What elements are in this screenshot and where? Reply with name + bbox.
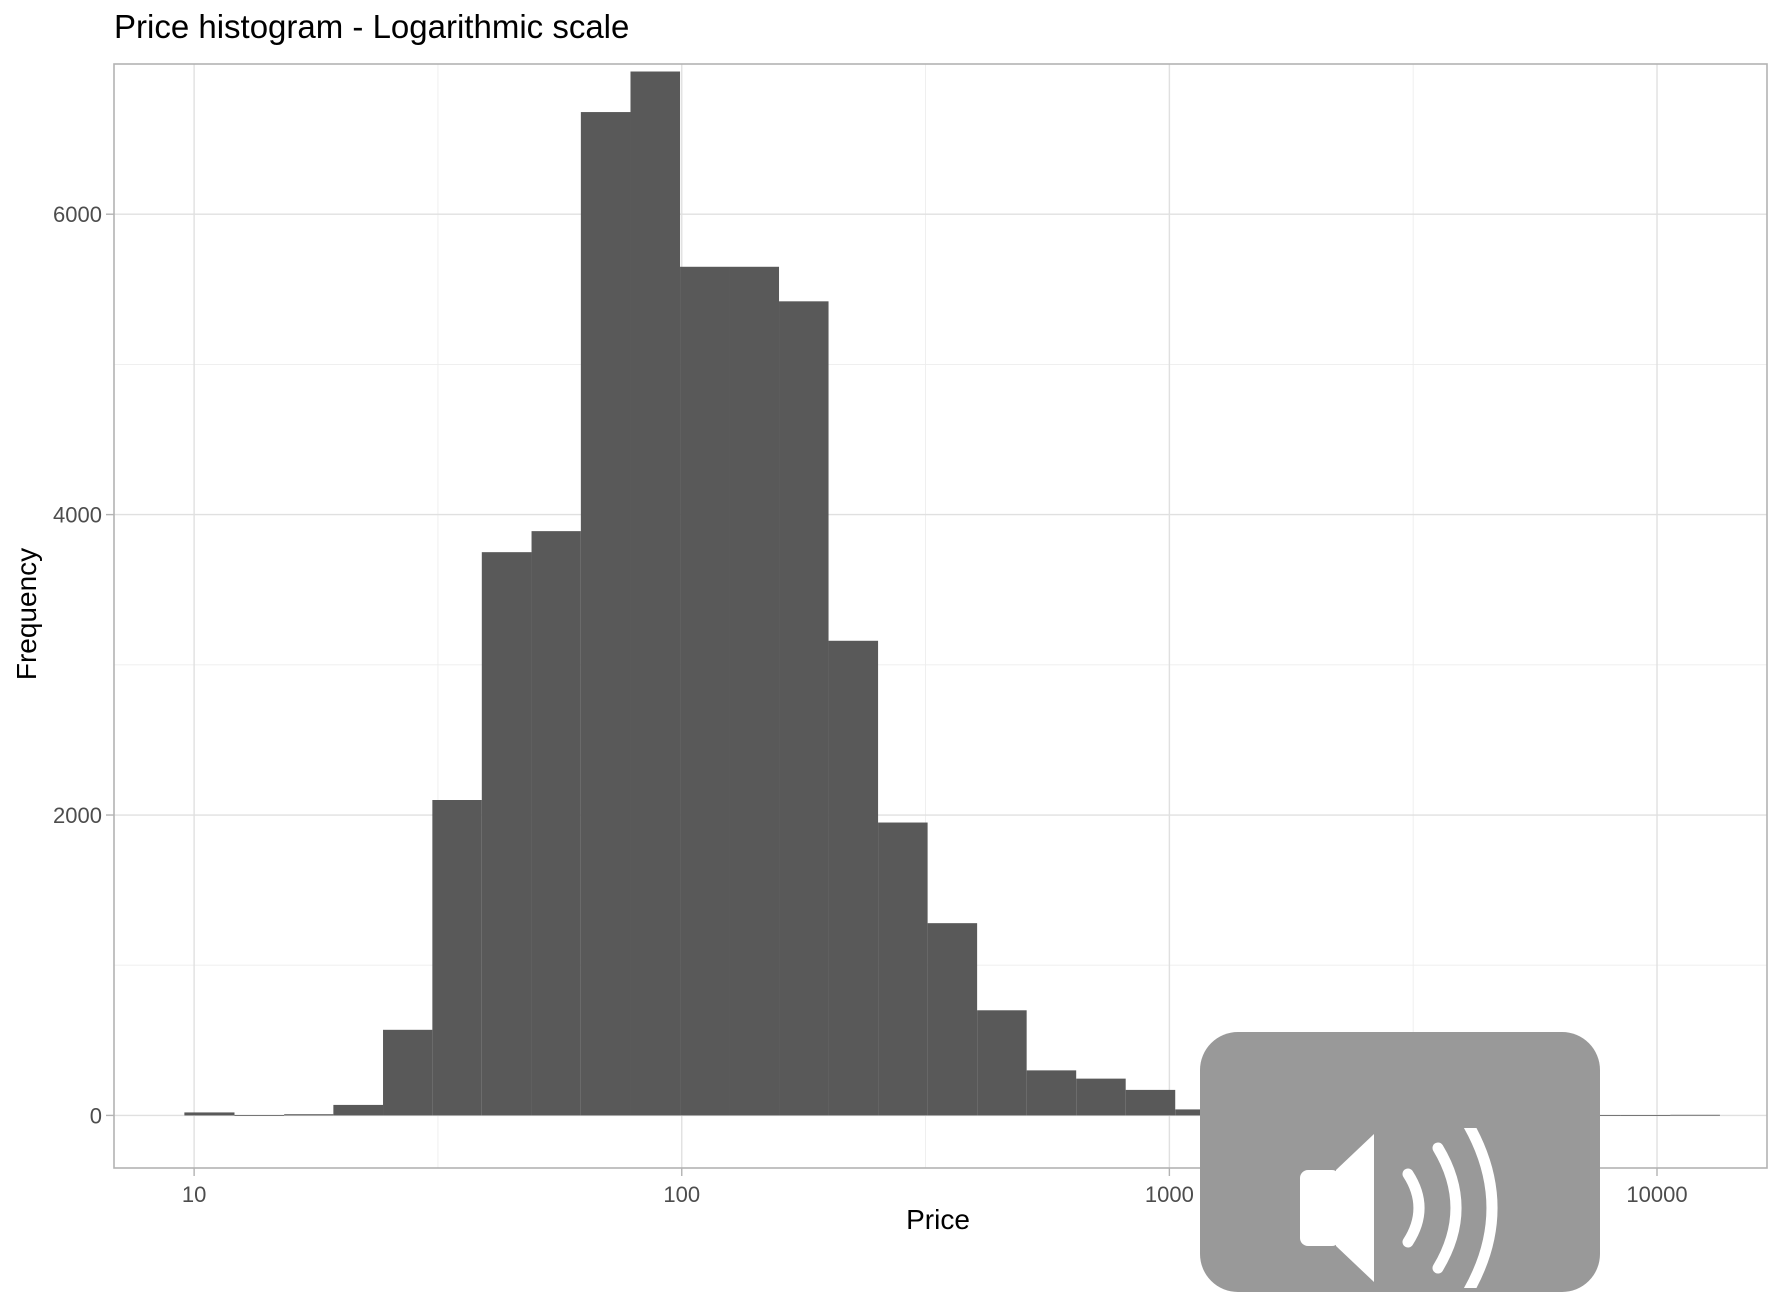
histogram-chart: Price histogram - Logarithmic scale 10 10…: [11, 8, 1768, 1235]
y-axis-title: Frequency: [11, 548, 42, 680]
histogram-bar: [184, 1112, 235, 1116]
speaker-volume-icon: [1300, 1128, 1498, 1288]
x-axis-title: Price: [906, 1204, 970, 1235]
histogram-bar: [779, 301, 829, 1116]
histogram-bar: [927, 923, 978, 1116]
histogram-bar: [481, 552, 532, 1116]
y-tick-label: 0: [90, 1103, 102, 1128]
y-tick-label: 4000: [53, 503, 102, 528]
volume-overlay: [1200, 1032, 1600, 1292]
y-tick-label: 6000: [53, 202, 102, 227]
histogram-bar: [580, 112, 631, 1116]
chart-title: Price histogram - Logarithmic scale: [114, 8, 629, 45]
y-tick-label: 2000: [53, 803, 102, 828]
x-tick-label: 1000: [1145, 1182, 1194, 1207]
histogram-bar: [1620, 1114, 1671, 1116]
histogram-bar: [432, 800, 482, 1116]
axis-ticks: 10 100 1000 10000 0 2000 4000 6000: [53, 202, 1688, 1207]
histogram-bar: [828, 640, 879, 1116]
histogram-bar: [977, 1010, 1027, 1116]
histogram-bar: [1026, 1070, 1077, 1116]
plot-panel: [113, 63, 1768, 1169]
x-tick-label: 10: [182, 1182, 206, 1207]
histogram-bar: [729, 266, 780, 1116]
histogram-bar: [383, 1029, 433, 1116]
histogram-bar: [333, 1104, 384, 1116]
histogram-bar: [1125, 1089, 1176, 1116]
histogram-bar: [680, 266, 730, 1116]
histogram-bar: [234, 1114, 285, 1116]
histogram-bar: [630, 71, 681, 1116]
histogram-bar: [284, 1114, 334, 1116]
histogram-bar: [531, 531, 581, 1116]
x-tick-label: 10000: [1626, 1182, 1687, 1207]
histogram-bar: [1076, 1078, 1126, 1116]
histogram-bar: [1670, 1114, 1720, 1116]
histogram-bar: [878, 822, 928, 1116]
histogram-bars: [184, 71, 1720, 1116]
x-tick-label: 100: [663, 1182, 700, 1207]
